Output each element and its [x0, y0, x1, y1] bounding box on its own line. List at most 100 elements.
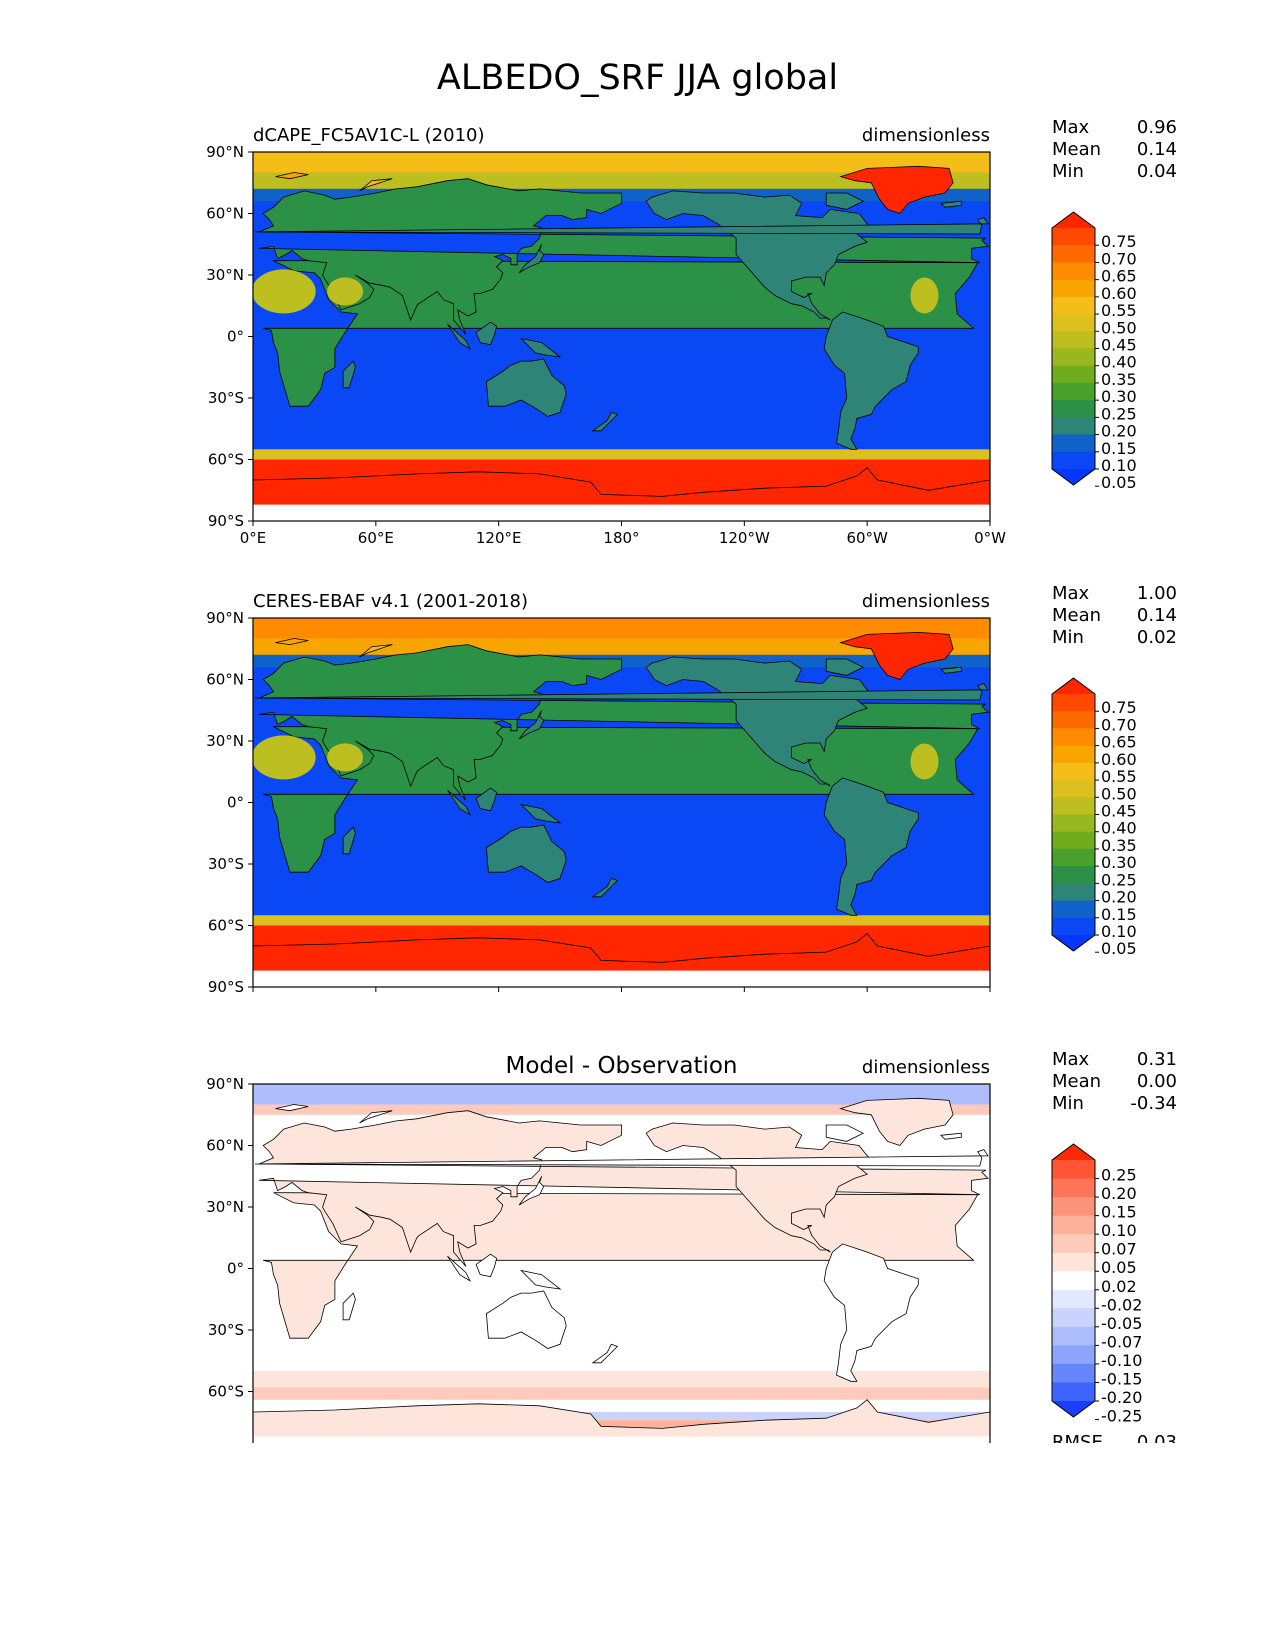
latitude-band: [253, 1420, 990, 1429]
latitude-band: [253, 618, 990, 639]
colorbar: 0.750.700.650.600.550.500.450.400.350.30…: [1051, 211, 1137, 492]
colorbar-tick-label: 0.20: [1101, 888, 1137, 907]
landmass-eurasia: [258, 644, 989, 801]
colorbar-segment: [1052, 1234, 1095, 1254]
landmass-novaya: [359, 644, 393, 658]
y-tick-label: 90°S: [208, 512, 244, 530]
latitude-band: [253, 1412, 990, 1421]
map-field: [253, 1084, 990, 1443]
panel-title: Model - Observation: [505, 1053, 737, 1079]
colorbar-tick-label: 0.65: [1101, 267, 1137, 286]
colorbar-segment: [1052, 711, 1095, 729]
colorbar-segment: [1052, 279, 1095, 298]
x-tick-label: 120°E: [476, 995, 522, 997]
y-tick-label: 90°N: [206, 1075, 244, 1093]
colorbar-tick-label: 0.40: [1101, 353, 1137, 372]
landmass-novaya: [359, 1110, 393, 1124]
landmass-sumatra: [447, 1255, 471, 1282]
colorbar-segment: [1052, 1252, 1095, 1272]
colorbar-tick-label: 0.45: [1101, 336, 1137, 355]
map-frame-group: 0°E 60°E 120°E 180° 120°W 60°W 0°W 90°N 60°N 30°N…: [206, 583, 1177, 997]
colorbar-tick-label: 0.75: [1101, 698, 1137, 717]
x-tick-label: 60°W: [846, 529, 888, 547]
y-tick-label: 30°S: [208, 1321, 244, 1339]
west-sahara-region: [910, 277, 939, 314]
landmass-uk: [254, 683, 989, 701]
colorbar-tick-label: 0.25: [1101, 870, 1137, 889]
colorbar-tick-label: 0.60: [1101, 284, 1137, 303]
colorbar-segment: [1052, 1308, 1095, 1328]
landmass-borneo: [475, 787, 498, 812]
colorbar-segment: [1052, 331, 1095, 349]
landmass-sumatra: [447, 323, 471, 350]
colorbar-segment: [1052, 434, 1095, 453]
stat-label: Min: [1052, 1093, 1084, 1114]
colorbar-segment: [1052, 382, 1095, 401]
y-tick-label: 60°N: [206, 671, 244, 689]
units-label: dimensionless: [862, 125, 990, 146]
colorbar-tick-label: 0.15: [1101, 439, 1137, 458]
colorbar-tick-label: -0.25: [1101, 1407, 1142, 1426]
colorbar-segment: [1052, 365, 1095, 384]
stat-label: Max: [1052, 117, 1090, 138]
units-label: dimensionless: [862, 591, 990, 612]
landmass-borneo: [475, 321, 498, 346]
stat-label: Mean: [1052, 139, 1101, 160]
landmass-greenland: [839, 1097, 954, 1146]
map-field: [253, 618, 990, 987]
landmass-iceland: [940, 200, 962, 208]
colorbar-extend-max: [1052, 678, 1095, 694]
colorbar-tick-label: -0.02: [1101, 1295, 1142, 1314]
colorbar-segment: [1052, 245, 1095, 263]
landmass-uk: [254, 1149, 989, 1167]
colorbar-tick-label: -0.20: [1101, 1388, 1142, 1407]
colorbar-tick-label: 0.50: [1101, 784, 1137, 803]
y-tick-label: 60°S: [208, 451, 244, 469]
landmass-eurasia: [258, 178, 989, 335]
stat-label: Min: [1052, 627, 1084, 648]
colorbar-tick-label: 0.05: [1101, 473, 1137, 492]
west-sahara-region: [910, 743, 939, 780]
x-tick-label: 120°E: [476, 529, 522, 547]
y-tick-label: 90°N: [206, 143, 244, 161]
no-data-strip: [253, 504, 990, 521]
latitude-band: [253, 152, 990, 173]
colorbar: 0.250.200.150.100.070.050.02-0.02-0.05-0…: [1051, 1143, 1142, 1426]
x-tick-label: 0°E: [240, 529, 267, 547]
stat-value: 0.96: [1137, 117, 1177, 138]
y-tick-label: 60°N: [206, 1137, 244, 1155]
y-tick-label: 30°N: [206, 732, 244, 750]
observation-panel: 0°E 60°E 120°E 180° 120°W 60°W 0°W 90°N 60°N 30°N…: [206, 583, 1177, 997]
colorbar-tick-label: 0.70: [1101, 249, 1137, 268]
landmass-australia: [485, 824, 567, 883]
colorbar-tick-label: 0.15: [1101, 1203, 1137, 1222]
colorbar-segment: [1052, 917, 1095, 936]
colorbar-segment: [1052, 780, 1095, 798]
stat-value: 1.00: [1137, 583, 1177, 604]
landmass-greenland: [839, 165, 954, 214]
colorbar-tick-label: 0.55: [1101, 301, 1137, 320]
colorbar-segment: [1052, 762, 1095, 781]
colorbar-extend-min: [1052, 935, 1095, 951]
no-data-strip: [253, 1436, 990, 1443]
colorbar-segment: [1052, 1197, 1095, 1217]
landmass-newzealand: [591, 877, 619, 898]
colorbar-tick-label: 0.30: [1101, 853, 1137, 872]
colorbar-tick-label: -0.15: [1101, 1369, 1142, 1388]
colorbar-extend-max: [1052, 1144, 1095, 1160]
landmass-newzealand: [591, 1343, 619, 1364]
stat-value: 0.00: [1137, 1071, 1177, 1092]
colorbar-segment: [1052, 1326, 1095, 1346]
x-tick-label: 0°W: [974, 529, 1006, 547]
stat-label: Mean: [1052, 1071, 1101, 1092]
arabia-region: [327, 743, 364, 772]
colorbar-tick-label: 0.45: [1101, 802, 1137, 821]
colorbar-segment: [1052, 848, 1095, 867]
x-tick-label: 180°: [603, 995, 639, 997]
y-tick-label: 60°S: [208, 1383, 244, 1401]
colorbar-segment: [1052, 262, 1095, 281]
colorbar-tick-label: 0.75: [1101, 232, 1137, 251]
colorbar-tick-label: 0.10: [1101, 456, 1137, 475]
panel-title: CERES-EBAF v4.1 (2001-2018): [253, 591, 528, 612]
y-tick-label: 60°N: [206, 205, 244, 223]
